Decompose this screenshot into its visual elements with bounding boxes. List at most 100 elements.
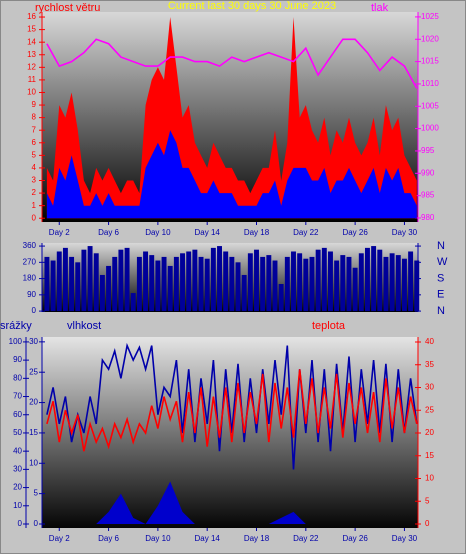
x-tick-label: Day 22 xyxy=(293,228,319,237)
x-tick-label: Day 18 xyxy=(244,228,270,237)
tick-label: N xyxy=(437,240,445,252)
tick-label: 90 xyxy=(13,355,22,364)
tick-label: 11 xyxy=(28,75,37,84)
bar xyxy=(161,256,167,312)
axis-title: Current last 30 days 30 June 2023 xyxy=(168,0,336,12)
tick-label: 995 xyxy=(421,146,435,155)
bar xyxy=(303,258,309,312)
bar xyxy=(229,256,235,312)
tick-label: 7 xyxy=(32,125,37,134)
bar xyxy=(87,246,93,312)
tick-label: 180 xyxy=(23,274,37,283)
bar xyxy=(309,256,315,312)
bar xyxy=(321,247,327,312)
tick-label: 0 xyxy=(32,213,37,222)
tick-label: 14 xyxy=(27,37,36,46)
bar xyxy=(334,260,340,312)
bar xyxy=(408,251,414,312)
tick-label: 12 xyxy=(27,62,36,71)
area xyxy=(46,130,417,219)
area xyxy=(46,481,417,524)
tick-label: 50 xyxy=(13,428,22,437)
tick-label: 270 xyxy=(23,257,37,266)
bar xyxy=(254,249,259,312)
tick-label: 4 xyxy=(32,163,37,172)
x-tick-label: Day 14 xyxy=(195,534,221,543)
tick-label: N xyxy=(437,305,445,317)
tick-label: 10 xyxy=(29,458,38,467)
bar xyxy=(210,247,216,312)
bar xyxy=(106,265,112,312)
tick-label: 990 xyxy=(421,168,435,177)
x-tick-label: Day 6 xyxy=(98,228,119,237)
axis-title: vlhkost xyxy=(67,320,101,332)
tick-label: 16 xyxy=(27,12,36,21)
tick-label: 30 xyxy=(13,464,22,473)
tick-label: 15 xyxy=(27,25,36,34)
bar xyxy=(266,255,272,312)
bar xyxy=(56,251,62,312)
tick-label: 2 xyxy=(32,188,37,197)
x-tick-label: Day 2 xyxy=(49,228,70,237)
bar xyxy=(149,255,155,312)
tick-label: 1010 xyxy=(421,79,439,88)
bar xyxy=(291,251,296,312)
tick-label: E xyxy=(437,289,444,301)
tick-label: 0 xyxy=(34,519,39,528)
tick-label: 10 xyxy=(13,501,22,510)
x-tick-label: Day 26 xyxy=(342,534,368,543)
bar xyxy=(93,253,99,312)
tick-label: 0 xyxy=(18,519,23,528)
bar xyxy=(328,251,333,312)
x-tick-label: Day 10 xyxy=(145,228,171,237)
tick-label: 10 xyxy=(425,474,434,483)
bar xyxy=(186,251,192,312)
x-tick-label: Day 2 xyxy=(49,534,70,543)
tick-label: 90 xyxy=(27,290,36,299)
bar xyxy=(247,253,253,312)
bar xyxy=(395,255,401,312)
tick-label: 1025 xyxy=(421,12,439,21)
tick-label: 3 xyxy=(32,176,37,185)
bar xyxy=(401,258,407,312)
line xyxy=(46,342,418,470)
bar xyxy=(278,284,284,312)
tick-label: 9 xyxy=(32,100,37,109)
bar xyxy=(358,253,364,312)
tick-label: 30 xyxy=(425,383,434,392)
tick-label: 70 xyxy=(13,392,22,401)
bar xyxy=(389,253,395,312)
bar xyxy=(284,256,290,312)
bar xyxy=(346,256,352,312)
x-tick-label: Day 6 xyxy=(98,534,119,543)
axis-title: tlak xyxy=(371,2,389,14)
x-tick-label: Day 10 xyxy=(145,534,171,543)
tick-label: 0 xyxy=(32,306,37,315)
tick-label: 13 xyxy=(27,50,36,59)
tick-label: 1 xyxy=(32,201,37,210)
bar xyxy=(198,256,204,312)
tick-label: 5 xyxy=(34,489,39,498)
x-tick-label: Day 30 xyxy=(392,228,418,237)
bar xyxy=(112,256,118,312)
bar xyxy=(130,293,136,312)
bar xyxy=(44,256,50,312)
x-tick-label: Day 26 xyxy=(342,228,368,237)
bar xyxy=(383,256,389,312)
bar xyxy=(364,247,370,312)
tick-label: 40 xyxy=(13,446,22,455)
bar xyxy=(272,260,278,312)
line xyxy=(46,38,418,89)
tick-label: 10 xyxy=(27,88,36,97)
x-tick-label: Day 22 xyxy=(293,534,319,543)
tick-label: 25 xyxy=(29,367,38,376)
bar xyxy=(124,247,130,312)
bar xyxy=(352,267,358,312)
bar xyxy=(173,256,179,312)
bar xyxy=(192,249,198,312)
bar xyxy=(143,251,149,312)
tick-label: 30 xyxy=(29,337,38,346)
tick-label: 985 xyxy=(421,191,435,200)
tick-label: 15 xyxy=(29,428,38,437)
